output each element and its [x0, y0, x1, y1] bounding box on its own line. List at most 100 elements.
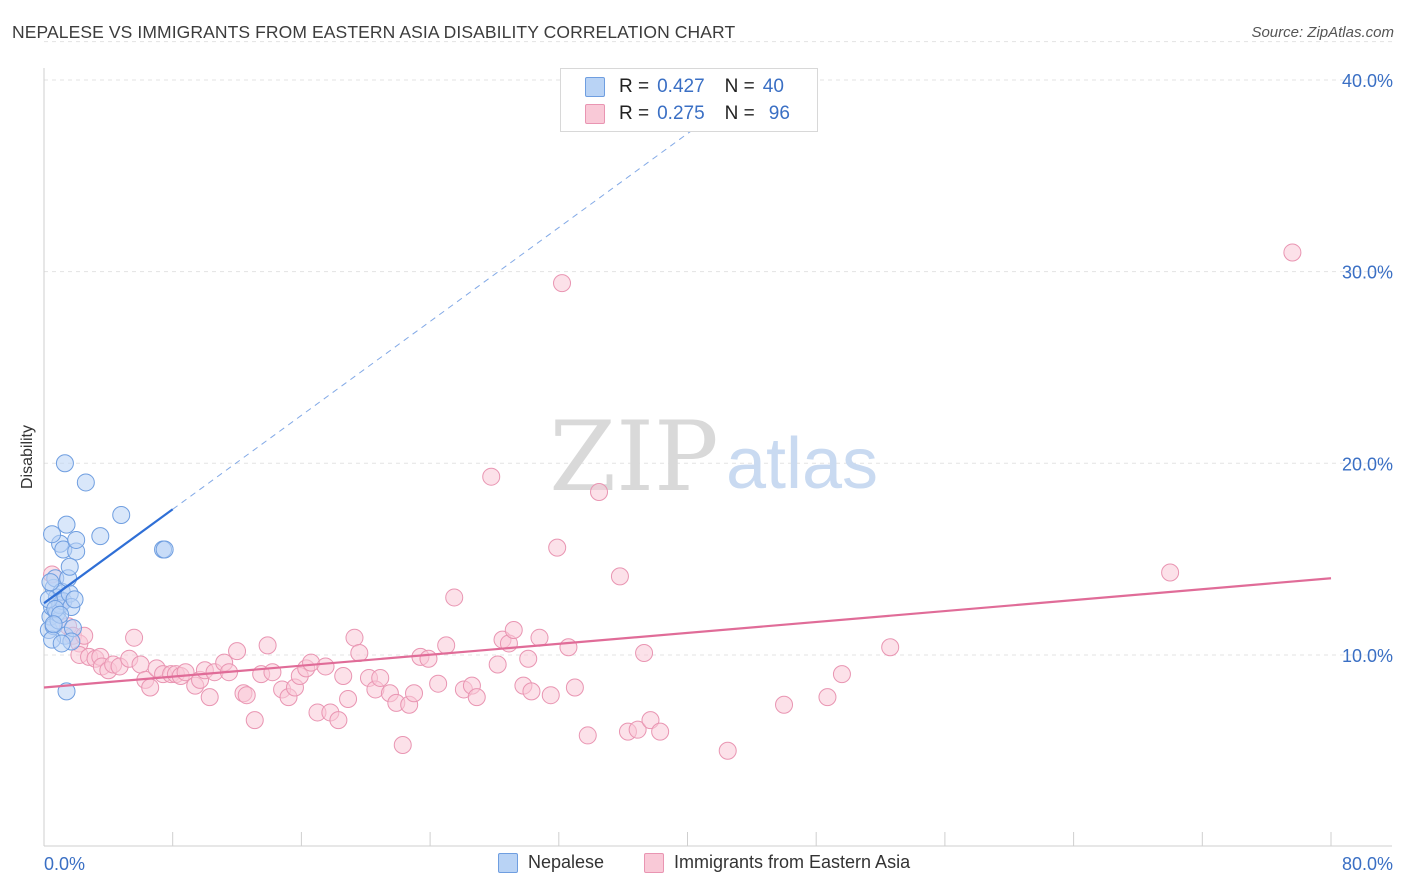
bottom-legend-swatch-eastern-asia — [644, 852, 664, 873]
chart-title: NEPALESE VS IMMIGRANTS FROM EASTERN ASIA… — [12, 22, 736, 42]
x-tick-label: 80.0% — [1342, 854, 1393, 874]
bottom-legend-nepalese: Nepalese — [498, 852, 604, 873]
point-eastern-asia — [131, 655, 150, 674]
point-eastern-asia — [578, 726, 597, 745]
trend-line-nepalese — [43, 508, 174, 605]
point-eastern-asia — [522, 682, 541, 701]
point-eastern-asia — [237, 686, 256, 705]
point-eastern-asia — [228, 642, 247, 661]
point-eastern-asia — [541, 686, 560, 705]
point-eastern-asia — [200, 688, 219, 707]
watermark-atlas: atlas — [726, 424, 878, 504]
point-eastern-asia — [334, 667, 353, 686]
point-eastern-asia — [504, 621, 523, 640]
point-eastern-asia — [718, 741, 737, 760]
point-eastern-asia — [141, 678, 160, 697]
point-eastern-asia — [775, 695, 794, 714]
point-eastern-asia — [437, 636, 456, 655]
point-nepalese — [60, 557, 79, 576]
point-nepalese — [112, 506, 131, 525]
point-eastern-asia — [519, 649, 538, 668]
axes — [43, 68, 1392, 847]
legend-row-nepalese: R = 0.427 N = 40 — [585, 76, 784, 98]
point-nepalese — [91, 527, 110, 546]
series-nepalese-points — [39, 454, 174, 701]
legend-r-label: R = — [619, 76, 650, 97]
point-nepalese — [57, 515, 76, 534]
point-eastern-asia — [245, 711, 264, 730]
legend-swatch-eastern-asia — [585, 104, 605, 124]
point-eastern-asia — [1161, 563, 1180, 582]
point-nepalese — [55, 454, 74, 473]
point-eastern-asia — [881, 638, 900, 657]
point-eastern-asia — [263, 663, 282, 682]
legend-n-value: 96 — [768, 103, 790, 124]
point-nepalese — [65, 590, 84, 609]
bottom-legend-label-nepalese: Nepalese — [528, 852, 605, 872]
point-eastern-asia — [339, 690, 358, 709]
watermark-zip: ZIP — [549, 401, 718, 513]
point-nepalese — [43, 525, 62, 544]
gridlines — [44, 41, 1392, 656]
legend-row-eastern-asia: R = 0.275 N = 96 — [585, 103, 790, 125]
y-tick-label: 40.0% — [1342, 71, 1393, 91]
point-eastern-asia — [610, 567, 629, 586]
point-eastern-asia — [628, 720, 647, 739]
point-eastern-asia — [429, 674, 448, 693]
y-tick-label: 10.0% — [1342, 646, 1393, 666]
bottom-legend-swatch-nepalese — [498, 852, 518, 873]
point-eastern-asia — [316, 657, 335, 676]
legend-n-label: N = — [724, 76, 755, 97]
bottom-legend: Nepalese Immigrants from Eastern Asia — [0, 852, 1406, 876]
trend-lines — [43, 98, 1332, 689]
point-nepalese — [76, 473, 95, 492]
point-eastern-asia — [482, 467, 501, 486]
x-tick-label: 0.0% — [44, 854, 85, 874]
legend-r-value: 0.275 — [657, 103, 705, 124]
point-eastern-asia — [651, 722, 670, 741]
point-nepalese — [155, 540, 174, 559]
point-eastern-asia — [818, 688, 837, 707]
point-eastern-asia — [553, 274, 572, 293]
bottom-legend-label-eastern-asia: Immigrants from Eastern Asia — [674, 852, 911, 872]
point-eastern-asia — [393, 736, 412, 755]
point-eastern-asia — [350, 644, 369, 663]
point-eastern-asia — [467, 688, 486, 707]
point-nepalese — [57, 682, 76, 701]
point-eastern-asia — [565, 678, 584, 697]
point-eastern-asia — [1283, 243, 1302, 262]
legend-r-value: 0.427 — [657, 76, 705, 97]
tick-labels: 10.0% 20.0% 30.0% 40.0% 0.0% 80.0% — [44, 71, 1393, 874]
point-eastern-asia — [125, 628, 144, 647]
point-eastern-asia — [345, 628, 364, 647]
point-eastern-asia — [832, 665, 851, 684]
point-eastern-asia — [641, 711, 660, 730]
y-tick-label: 20.0% — [1342, 454, 1393, 474]
point-nepalese — [52, 634, 71, 653]
point-eastern-asia — [590, 483, 609, 502]
point-eastern-asia — [445, 588, 464, 607]
point-eastern-asia — [635, 644, 654, 663]
point-nepalese — [67, 530, 86, 549]
point-eastern-asia — [405, 684, 424, 703]
legend-r-label: R = — [619, 103, 650, 124]
point-nepalese — [44, 615, 63, 634]
legend-n-label: N = — [724, 103, 755, 124]
y-tick-label: 30.0% — [1342, 263, 1393, 283]
point-eastern-asia — [548, 538, 567, 557]
legend-swatch-nepalese — [585, 77, 605, 97]
point-eastern-asia — [530, 628, 549, 647]
point-eastern-asia — [488, 655, 507, 674]
point-eastern-asia — [258, 636, 277, 655]
point-eastern-asia — [329, 711, 348, 730]
source-label: Source: ZipAtlas.com — [1251, 24, 1394, 41]
point-eastern-asia — [419, 649, 438, 668]
point-eastern-asia — [371, 668, 390, 687]
bottom-legend-eastern-asia: Immigrants from Eastern Asia — [644, 852, 910, 873]
point-eastern-asia — [559, 638, 578, 657]
legend-box: R = 0.427 N = 40 R = 0.275 N = 96 — [560, 68, 818, 132]
point-nepalese — [41, 573, 60, 592]
legend-n-value: 40 — [762, 76, 784, 97]
trend-line-eastern-asia — [43, 577, 1332, 689]
